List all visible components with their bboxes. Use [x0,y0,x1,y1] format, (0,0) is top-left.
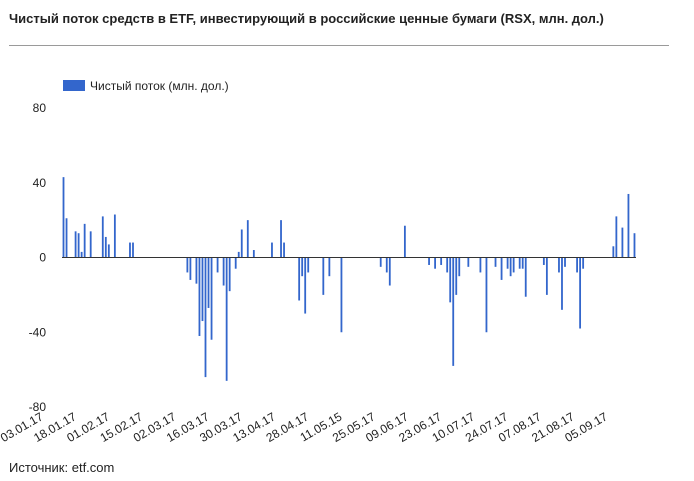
bar [446,257,449,273]
legend: Чистый поток (млн. дол.) [63,79,229,93]
bar [240,229,243,258]
bar [80,251,83,258]
legend-label: Чистый поток (млн. дол.) [90,79,229,93]
bar [198,257,201,336]
bar [479,257,482,273]
bar [271,242,273,258]
bar [455,257,458,295]
bar [104,236,107,258]
y-tick-label: 0 [39,251,46,265]
bar [512,257,515,273]
y-tick-label: -40 [29,325,47,339]
net-flow-bar-chart: Чистый поток (млн. дол.) 80 40 0 -40 -80 03.… [0,79,636,445]
bar [621,227,624,258]
bar [107,244,110,258]
y-tick-label: 80 [33,101,47,115]
bar [524,257,527,297]
bar [89,231,92,258]
bar [237,251,240,258]
bar [506,257,509,269]
bar [379,257,382,267]
y-tick-label: 40 [33,176,47,190]
bar [65,218,68,258]
bar [307,257,310,273]
bar [458,257,461,277]
bar [579,257,582,329]
bar [186,257,189,273]
bar [388,257,391,286]
bar [210,257,213,340]
bar [576,257,578,273]
bar [207,257,210,308]
bar [385,257,388,273]
bar [582,257,585,269]
bar [403,225,406,258]
y-axis: 80 40 0 -40 -80 [29,101,47,414]
bar [222,257,225,286]
bar [500,257,503,280]
bar [77,233,80,258]
bar [228,257,231,292]
source-note: Источник: etf.com [9,460,115,475]
bar [301,257,304,277]
bar [246,220,249,258]
chart-title: Чистый поток средств в ETF, инвестирующи… [9,11,604,26]
bar [494,257,497,267]
x-axis: 03.01.1718.01.1701.02.1715.02.1702.03.17… [0,409,610,445]
bar [304,257,307,314]
bar [561,257,563,310]
bar [449,257,452,303]
bar [101,216,104,258]
bar [633,233,636,258]
bar [545,257,548,295]
bar [62,177,65,258]
bar [340,257,343,333]
title-divider [9,45,669,46]
bar [283,242,285,258]
bar [298,257,301,301]
bar [201,257,204,322]
bar [83,223,86,258]
bar [521,257,524,269]
bar [564,257,566,267]
bar [485,257,488,333]
bar [74,231,77,258]
legend-swatch [63,80,85,91]
bar [129,242,131,258]
bar [216,257,219,273]
bar [322,257,325,295]
bar [509,257,512,277]
bar [280,220,282,258]
bar [428,257,430,265]
bar [113,214,116,258]
bars [62,177,636,381]
bar [252,250,255,258]
y-tick-label: -80 [29,400,47,414]
bar [225,257,228,381]
bar [440,257,443,265]
bar [627,193,630,258]
bar [518,257,521,269]
bar [612,246,615,258]
bar [542,257,545,265]
bar [452,257,455,366]
bar [328,257,331,277]
bar [434,257,436,269]
bar [204,257,207,378]
bar [195,257,198,284]
bar [132,242,134,258]
bar [467,257,470,267]
bar [234,257,237,269]
bar [615,216,618,258]
bar [189,257,192,280]
bar [558,257,560,273]
